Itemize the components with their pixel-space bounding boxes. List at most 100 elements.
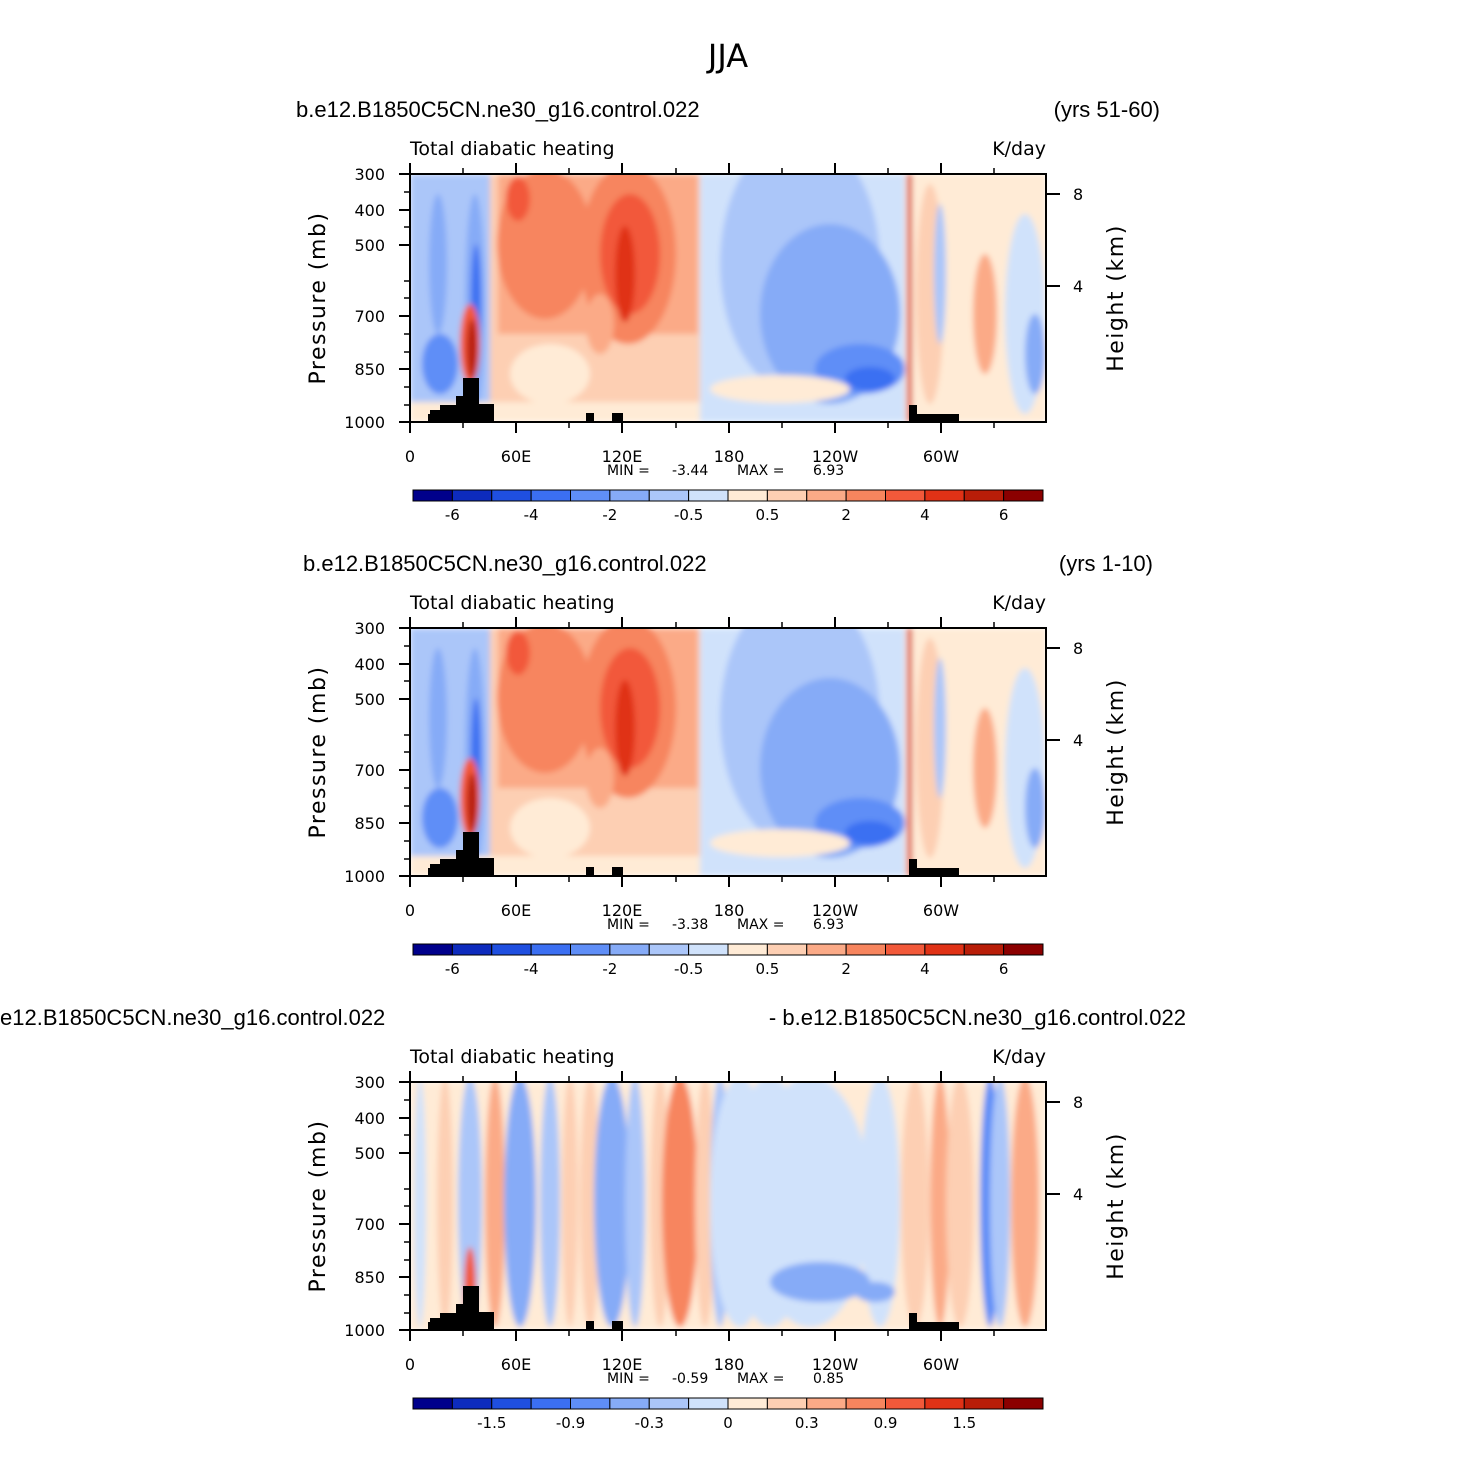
x-tick-label: 60E	[501, 1355, 531, 1374]
colorbar-box	[766, 489, 808, 502]
max-label: MAX =	[737, 463, 784, 479]
panel-units: K/day	[992, 1046, 1046, 1068]
y-tick-label: 300	[354, 1073, 385, 1092]
contour-blob	[934, 658, 946, 798]
colorbar-box	[885, 943, 926, 956]
x-tick-label: 60W	[923, 901, 959, 920]
x-tick-label: 60E	[501, 447, 531, 466]
colorbar-box	[530, 489, 571, 502]
land-mask	[909, 414, 959, 422]
contour-strip	[414, 1082, 426, 1327]
contour-strip	[990, 1082, 1010, 1327]
contour-blob	[710, 829, 850, 857]
land-mask	[909, 859, 917, 876]
colorbar-box	[609, 489, 650, 502]
x-tick-label: 0	[405, 1355, 415, 1374]
colorbar-box	[609, 1397, 650, 1410]
contour-field	[410, 628, 1046, 876]
x-tick-label: 180	[714, 901, 745, 920]
contour-blob	[934, 204, 946, 344]
colorbar-box	[1003, 489, 1044, 502]
panel-right-title: (yrs 51-60)	[1054, 97, 1160, 122]
colorbar-box	[845, 943, 886, 956]
x-tick-label: 0	[405, 447, 415, 466]
colorbar-box	[570, 943, 611, 956]
contour-blob	[615, 226, 635, 322]
colorbar-box	[688, 943, 729, 956]
panel-subtitle: Total diabatic heating	[409, 592, 615, 614]
colorbar-box	[727, 1397, 768, 1410]
y-tick-label: 1000	[344, 1321, 385, 1340]
colorbar-label: -6	[445, 506, 460, 524]
contour-blob	[770, 1262, 870, 1302]
colorbar-box	[688, 489, 729, 502]
colorbar-label: 4	[920, 506, 930, 524]
colorbar-box	[451, 1397, 493, 1410]
max-label: MAX =	[737, 1371, 784, 1387]
colorbar-box	[845, 489, 886, 502]
colorbar-box	[412, 489, 453, 502]
y-tick-label: 400	[354, 655, 385, 674]
contour-blob	[510, 344, 590, 404]
colorbar-box	[924, 943, 965, 956]
x-tick-label: 180	[714, 1355, 745, 1374]
colorbar-box	[1003, 943, 1044, 956]
min-label: MIN =	[607, 1371, 650, 1387]
contour-blob	[506, 631, 530, 675]
contour-blob	[855, 1282, 895, 1302]
contour-strip	[485, 1082, 505, 1327]
land-mask	[909, 868, 959, 876]
contour-blob	[422, 334, 458, 394]
colorbar-label: -0.5	[674, 960, 703, 978]
contour-strip	[458, 1082, 482, 1327]
min-label: MIN =	[607, 917, 650, 933]
panel-units: K/day	[992, 592, 1046, 614]
colorbar-box	[885, 489, 926, 502]
contour-region	[410, 174, 500, 422]
contour-spike	[909, 174, 911, 422]
colorbar-box	[885, 1397, 926, 1410]
contour-strip	[946, 1082, 974, 1327]
colorbar-box	[491, 489, 532, 502]
contour-blob	[1025, 768, 1045, 848]
colorbar-box	[688, 1397, 729, 1410]
colorbar-label: -0.9	[556, 1414, 585, 1432]
panel-units: K/day	[992, 138, 1046, 160]
contour-blob	[973, 254, 997, 374]
contour-blob	[586, 748, 614, 808]
x-tick-label: 0	[405, 901, 415, 920]
x-tick-label: 180	[714, 447, 745, 466]
land-mask	[909, 1322, 959, 1330]
land-mask	[612, 1321, 623, 1330]
land-mask	[909, 1313, 917, 1330]
colorbar-box	[451, 489, 493, 502]
colorbar-box	[766, 1397, 808, 1410]
contour-blob	[467, 773, 477, 833]
panel-right-title: (yrs 1-10)	[1059, 551, 1153, 576]
max-value: 6.93	[813, 463, 844, 479]
colorbar-label: 6	[999, 960, 1009, 978]
contour-strip	[695, 1082, 715, 1327]
land-mask	[586, 867, 594, 876]
colorbar-box	[806, 943, 847, 956]
panel-subtitle: Total diabatic heating	[409, 138, 615, 160]
colorbar-label: -2	[602, 506, 617, 524]
y-tick-label: 500	[354, 236, 385, 255]
x-tick-label: 120E	[602, 901, 643, 920]
contour-strip	[437, 1082, 453, 1327]
y-tick-label: 850	[354, 1268, 385, 1287]
contour-strip	[580, 1082, 600, 1327]
x-tick-label: 120W	[812, 1355, 859, 1374]
colorbar-label: 2	[841, 960, 851, 978]
colorbar-box	[570, 489, 611, 502]
y-axis-label: Pressure (mb)	[306, 1120, 331, 1293]
contour-strip	[1011, 1082, 1039, 1327]
contour-layer	[410, 174, 1046, 422]
land-mask	[909, 405, 917, 422]
land-mask	[428, 1322, 484, 1330]
y-axis-label: Pressure (mb)	[306, 212, 331, 385]
contour-region	[410, 628, 500, 876]
contour-strip	[662, 1082, 698, 1327]
max-value: 6.93	[813, 917, 844, 933]
contour-spike	[909, 628, 911, 876]
